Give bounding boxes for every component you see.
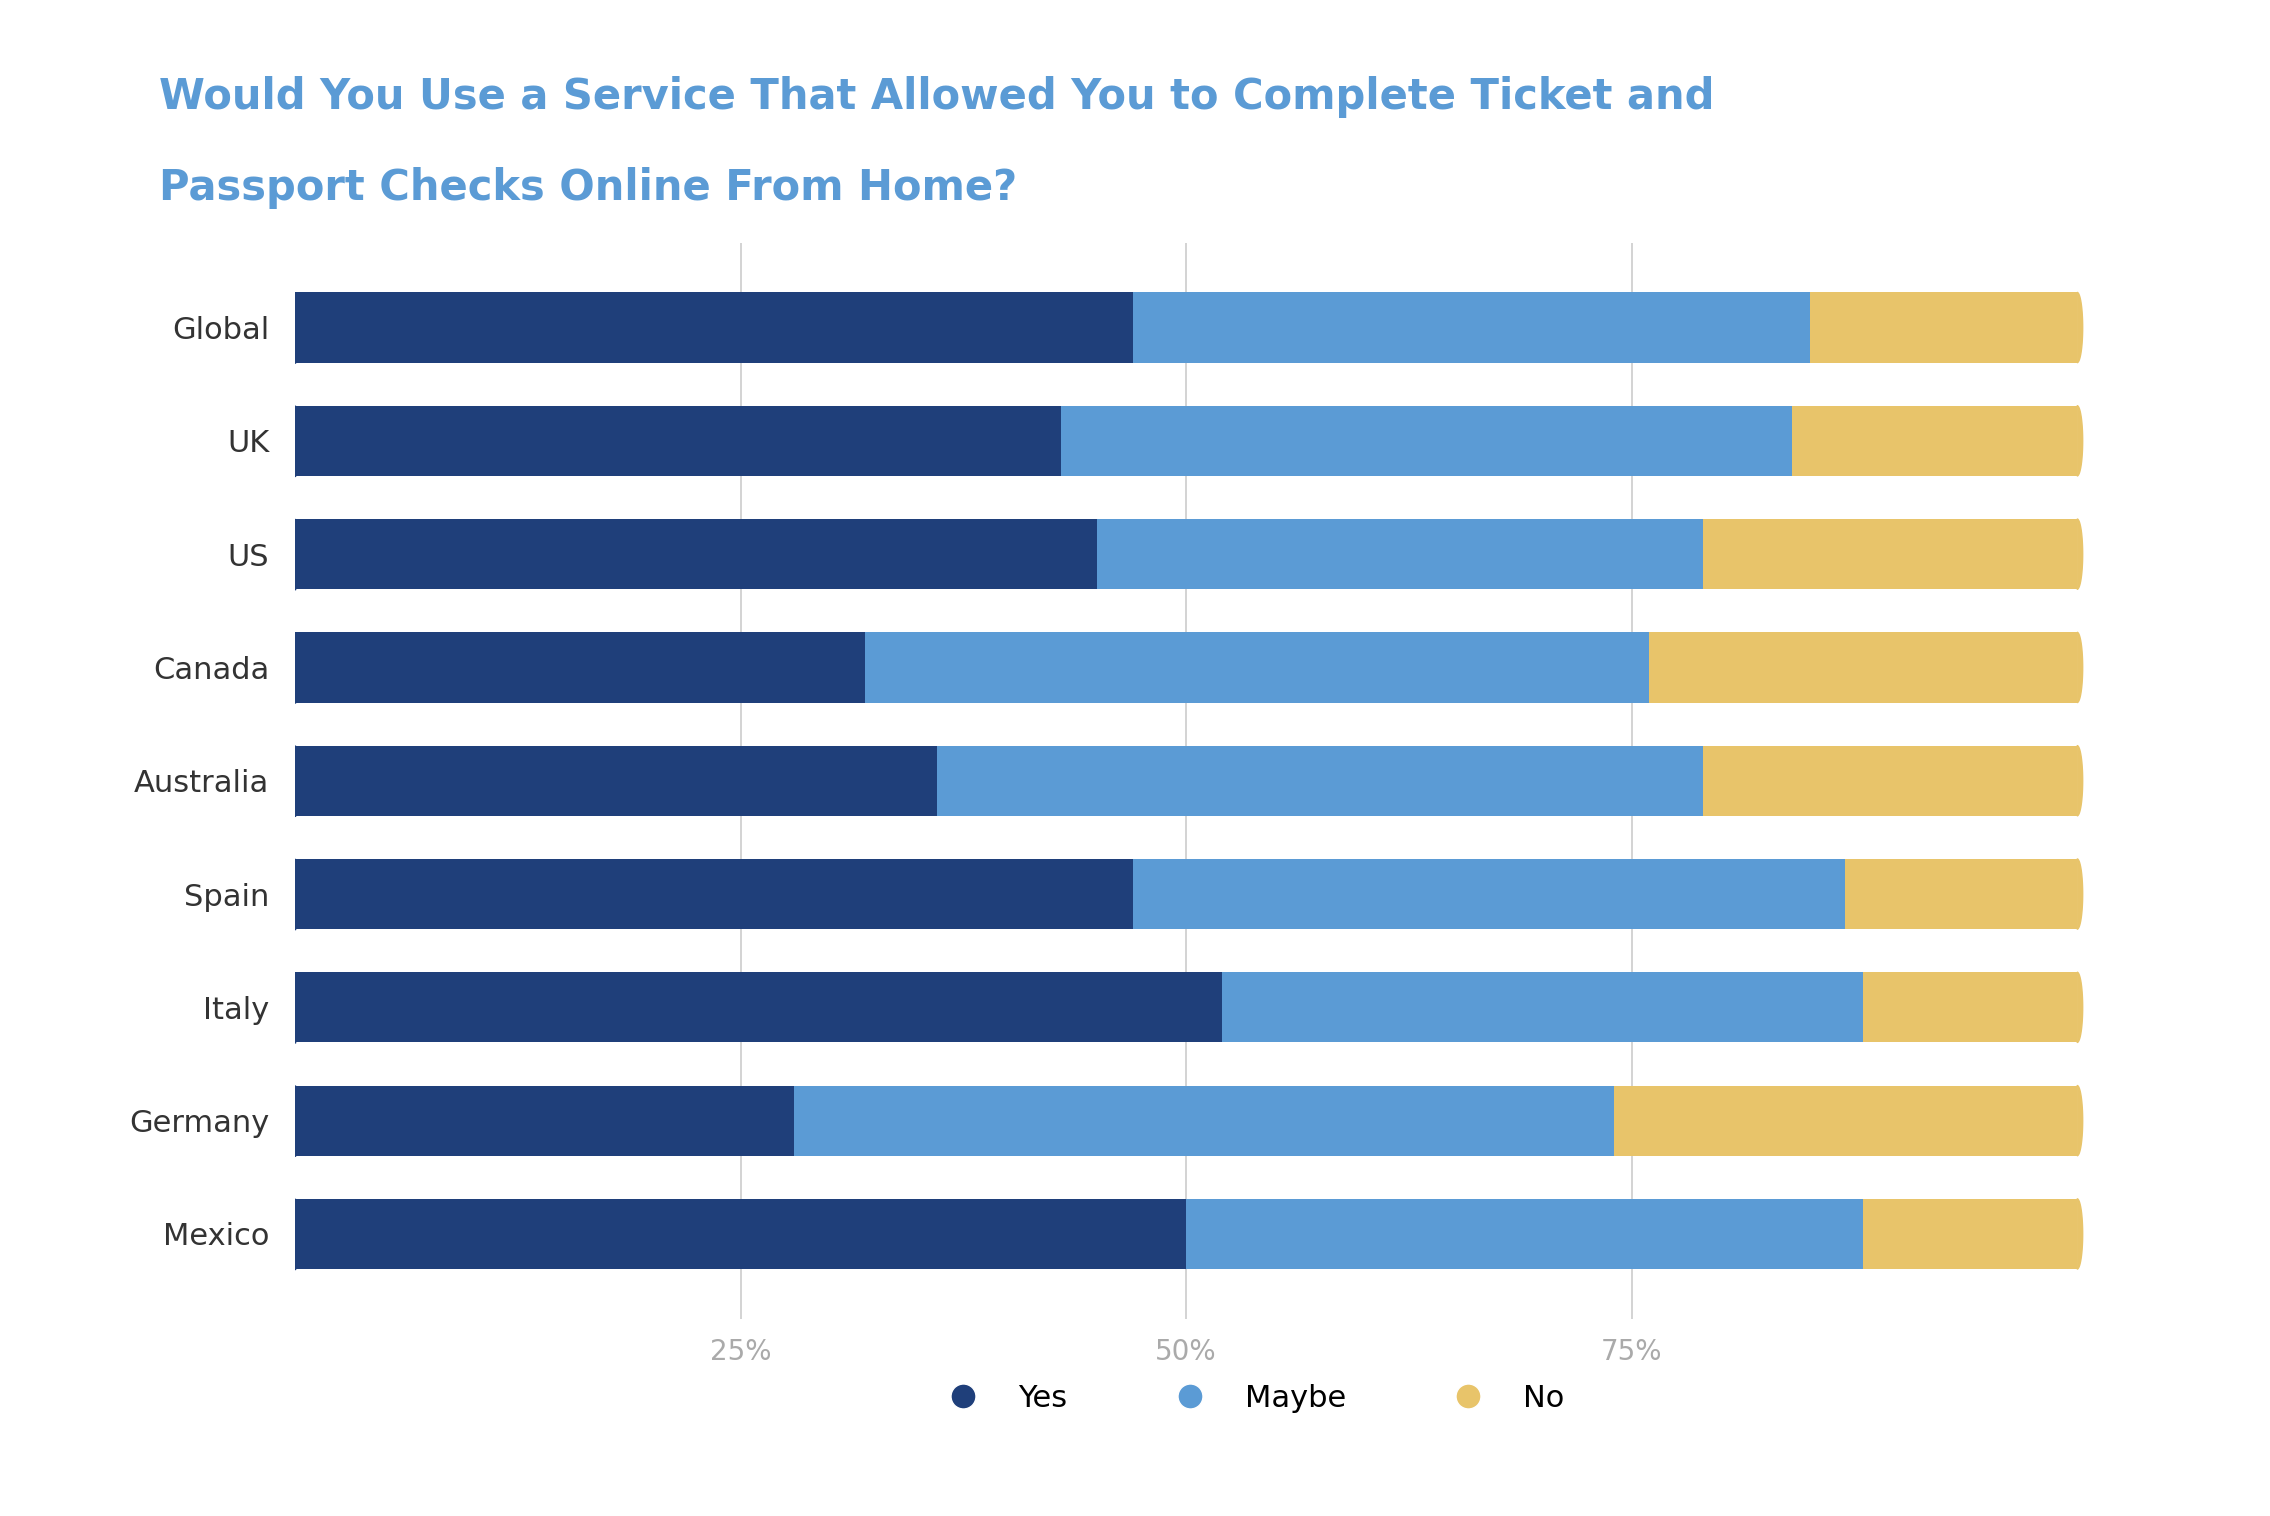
Bar (1702, 746, 2077, 816)
Polygon shape (2077, 293, 2082, 362)
Bar (1614, 1085, 2077, 1155)
Bar (1864, 1199, 2077, 1269)
Bar (1791, 406, 2077, 476)
Bar (938, 746, 1702, 816)
Bar (1809, 293, 2077, 362)
Text: Passport Checks Online From Home?: Passport Checks Online From Home? (159, 167, 1017, 209)
Legend: Yes, Maybe, No: Yes, Maybe, No (901, 1354, 1596, 1443)
Bar (295, 972, 1221, 1043)
Polygon shape (2077, 860, 2082, 929)
Bar (1221, 972, 1864, 1043)
Bar (295, 860, 1133, 929)
Bar (1096, 518, 1702, 590)
Bar (295, 1199, 1187, 1269)
Text: Would You Use a Service That Allowed You to Complete Ticket and: Would You Use a Service That Allowed You… (159, 76, 1714, 118)
Bar (1650, 632, 2077, 702)
Bar (295, 406, 1062, 476)
Bar (1133, 860, 1846, 929)
Polygon shape (2077, 1199, 2082, 1269)
Bar (865, 632, 1650, 702)
Bar (295, 293, 1133, 362)
Bar (295, 1085, 794, 1155)
Polygon shape (2077, 632, 2082, 702)
Bar (1187, 1199, 1864, 1269)
Polygon shape (2077, 518, 2082, 590)
Bar (794, 1085, 1614, 1155)
Polygon shape (2077, 1085, 2082, 1155)
Bar (1702, 518, 2077, 590)
Bar (295, 518, 1096, 590)
Polygon shape (2077, 406, 2082, 476)
Polygon shape (2077, 746, 2082, 816)
Bar (1864, 972, 2077, 1043)
Bar (1062, 406, 1791, 476)
Bar (1133, 293, 1809, 362)
Bar (295, 632, 865, 702)
Bar (1846, 860, 2077, 929)
Polygon shape (2077, 972, 2082, 1043)
Bar (295, 746, 938, 816)
